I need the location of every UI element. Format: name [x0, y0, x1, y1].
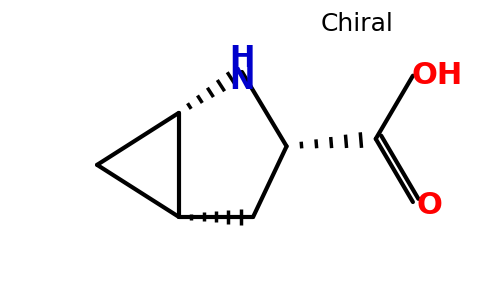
- Text: O: O: [416, 191, 442, 220]
- Text: N: N: [229, 66, 255, 95]
- Text: H: H: [229, 44, 255, 73]
- Text: Chiral: Chiral: [321, 12, 393, 36]
- Text: OH: OH: [411, 61, 462, 90]
